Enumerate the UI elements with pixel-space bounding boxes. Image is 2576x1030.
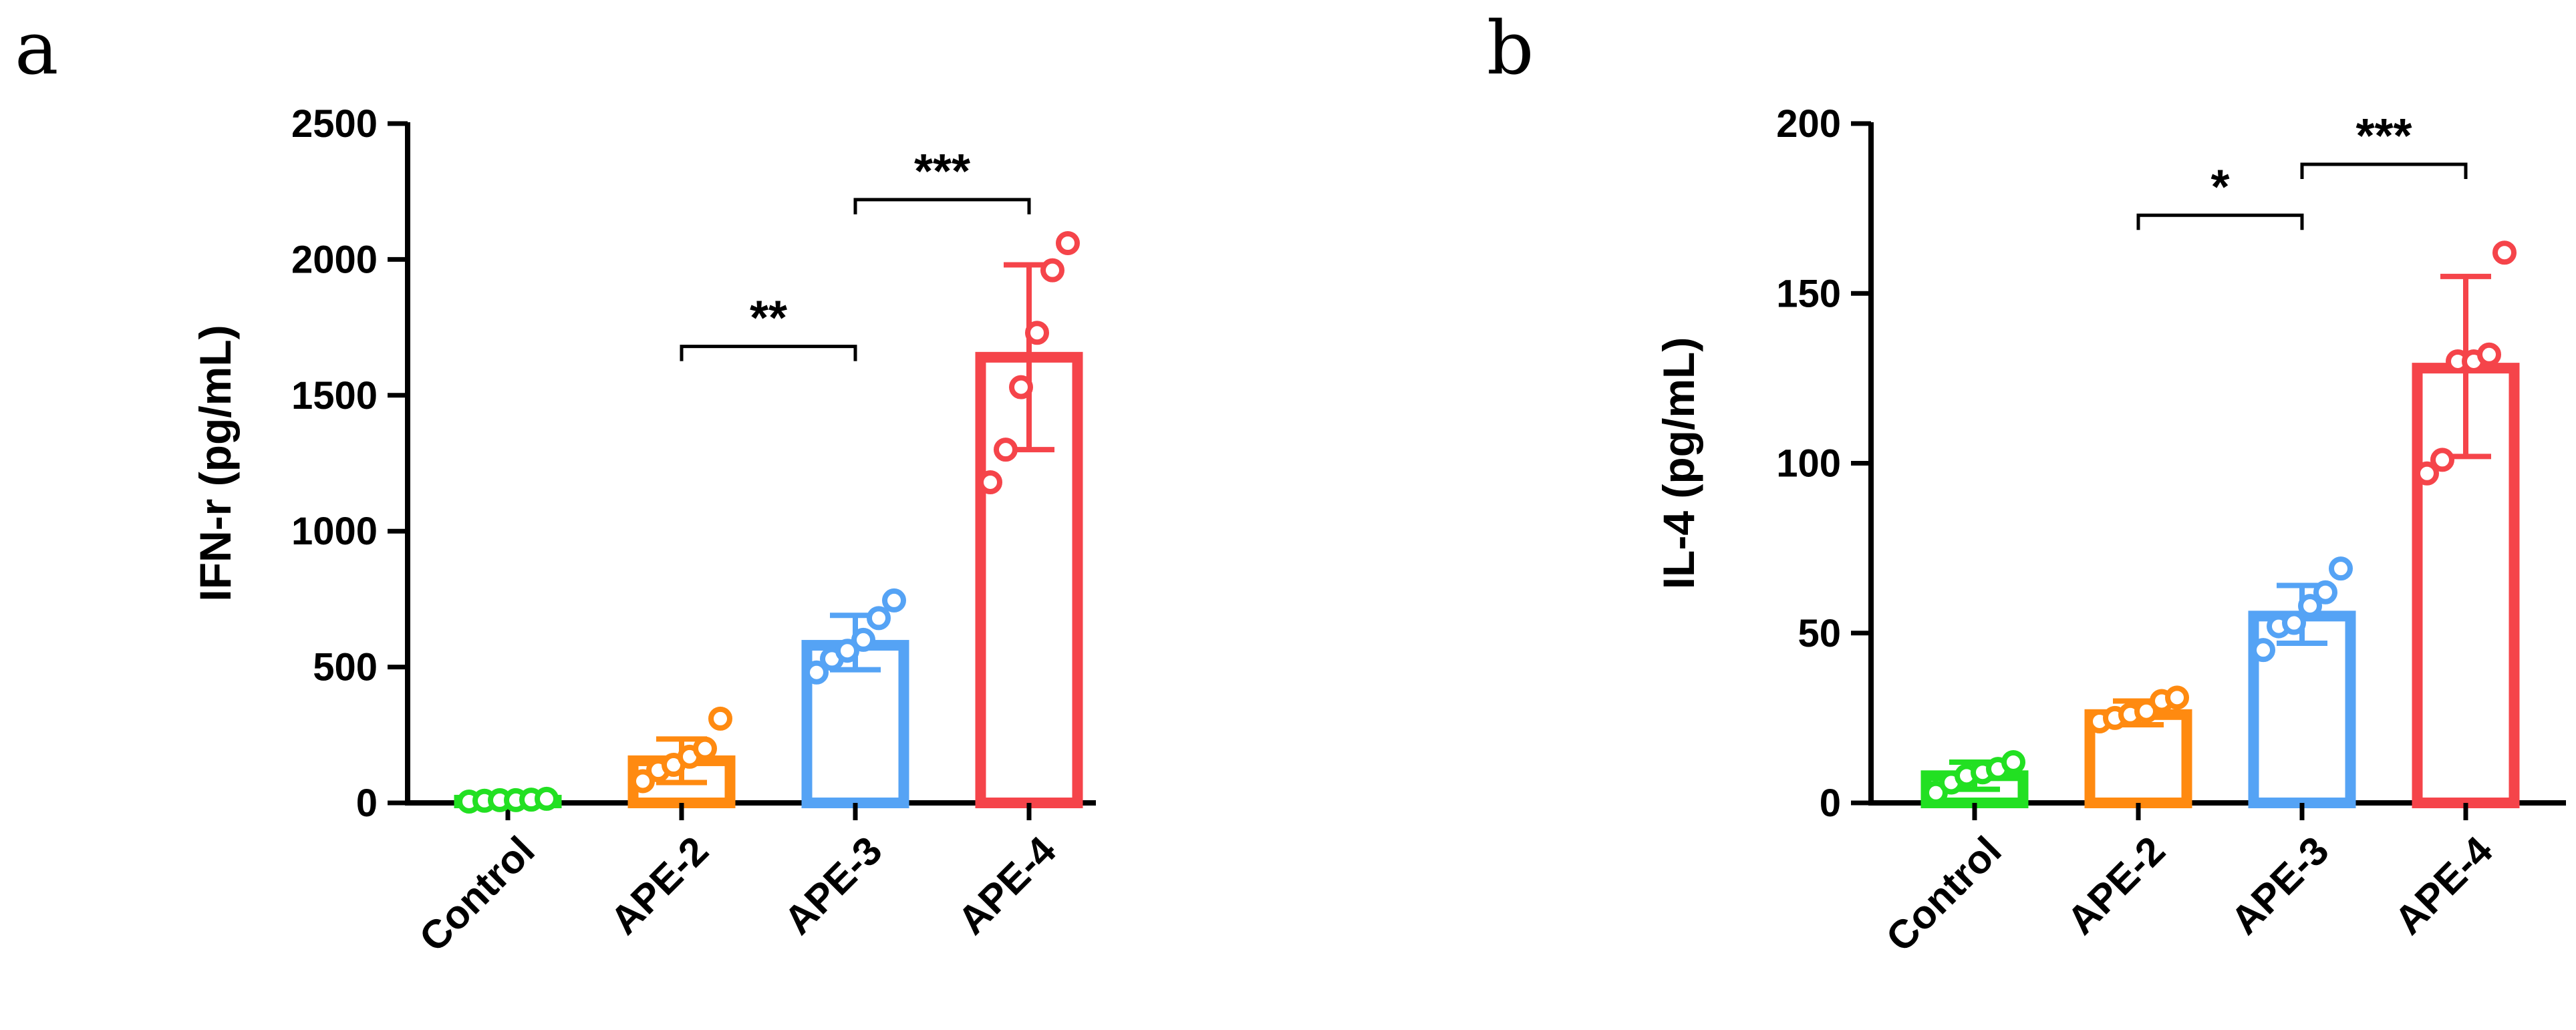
- y-tick-label: 100: [1776, 442, 1841, 486]
- data-point-APE-3: [2251, 638, 2275, 663]
- significance-label: *: [2210, 160, 2229, 214]
- chart-panel-a: a 0 500 1000 1500 2000 2500 IFN-r (pg/mL) Contro…: [15, 5, 1096, 961]
- data-point-APE-4: [1025, 321, 1049, 345]
- data-point-APE-3: [2282, 611, 2306, 635]
- data-point-APE-4: [2492, 240, 2517, 265]
- y-tick-label: 0: [1820, 782, 1841, 825]
- y-tick-label: 150: [1776, 272, 1841, 315]
- y-tick-label: 2500: [291, 102, 378, 146]
- data-point-APE-3: [2313, 580, 2337, 605]
- data-point-APE-2: [708, 706, 732, 731]
- data-point-APE-3: [2329, 556, 2353, 581]
- data-point-APE-4: [2477, 342, 2501, 367]
- data-point-Control: [2001, 749, 2025, 774]
- data-point-APE-2: [2165, 685, 2189, 710]
- significance-label: **: [750, 292, 787, 345]
- x-tick-label-Control: Control: [1878, 828, 2010, 960]
- x-tick-label-APE-3: APE-3: [2222, 828, 2337, 942]
- y-axis-title: IFN-r (pg/mL): [190, 325, 240, 601]
- x-tick-label-Control: Control: [411, 828, 543, 960]
- x-tick-label-APE-2: APE-2: [601, 828, 716, 942]
- y-tick-label: 500: [313, 646, 378, 689]
- data-point-APE-4: [2430, 448, 2454, 472]
- y-tick-label: 200: [1776, 102, 1841, 146]
- data-point-APE-3: [882, 588, 906, 613]
- significance-bracket: [2300, 162, 2468, 180]
- data-point-APE-4: [2415, 461, 2439, 486]
- data-point-APE-4: [1009, 375, 1033, 399]
- y-axis-title: IL-4 (pg/mL): [1654, 337, 1703, 590]
- data-point-APE-3: [851, 627, 875, 652]
- data-point-APE-3: [805, 660, 829, 685]
- significance-label: ***: [2355, 110, 2412, 163]
- data-point-Control: [535, 786, 559, 811]
- data-point-APE-3: [2298, 594, 2322, 619]
- x-tick-label-APE-3: APE-3: [775, 828, 890, 942]
- significance-bracket: [680, 345, 857, 361]
- x-tick-label-APE-4: APE-4: [2386, 828, 2501, 943]
- data-point-APE-2: [693, 736, 717, 761]
- y-tick-label: 1000: [291, 510, 378, 553]
- significance-label: ***: [914, 145, 970, 198]
- data-point-APE-3: [867, 606, 891, 631]
- data-point-APE-4: [1056, 230, 1080, 255]
- data-point-APE-3: [835, 639, 859, 663]
- x-tick-label-APE-4: APE-4: [949, 828, 1064, 943]
- panel-letter: b: [1487, 5, 1534, 91]
- chart-panel-b: b 0 50 100 150 200 IL-4 (pg/mL) Control APE-2 APE…: [1487, 5, 2566, 961]
- y-tick-label: 0: [356, 782, 378, 825]
- x-tick-label-APE-2: APE-2: [2058, 828, 2173, 942]
- y-tick-label: 2000: [291, 238, 378, 281]
- data-point-APE-4: [994, 438, 1018, 462]
- data-point-APE-2: [631, 769, 655, 794]
- data-point-APE-4: [1040, 258, 1064, 283]
- y-tick-label: 50: [1798, 612, 1841, 655]
- panel-letter: a: [15, 5, 59, 91]
- significance-bracket: [2136, 213, 2304, 230]
- significance-bracket: [853, 198, 1031, 214]
- y-tick-label: 1500: [291, 374, 378, 417]
- data-point-APE-4: [978, 470, 1002, 494]
